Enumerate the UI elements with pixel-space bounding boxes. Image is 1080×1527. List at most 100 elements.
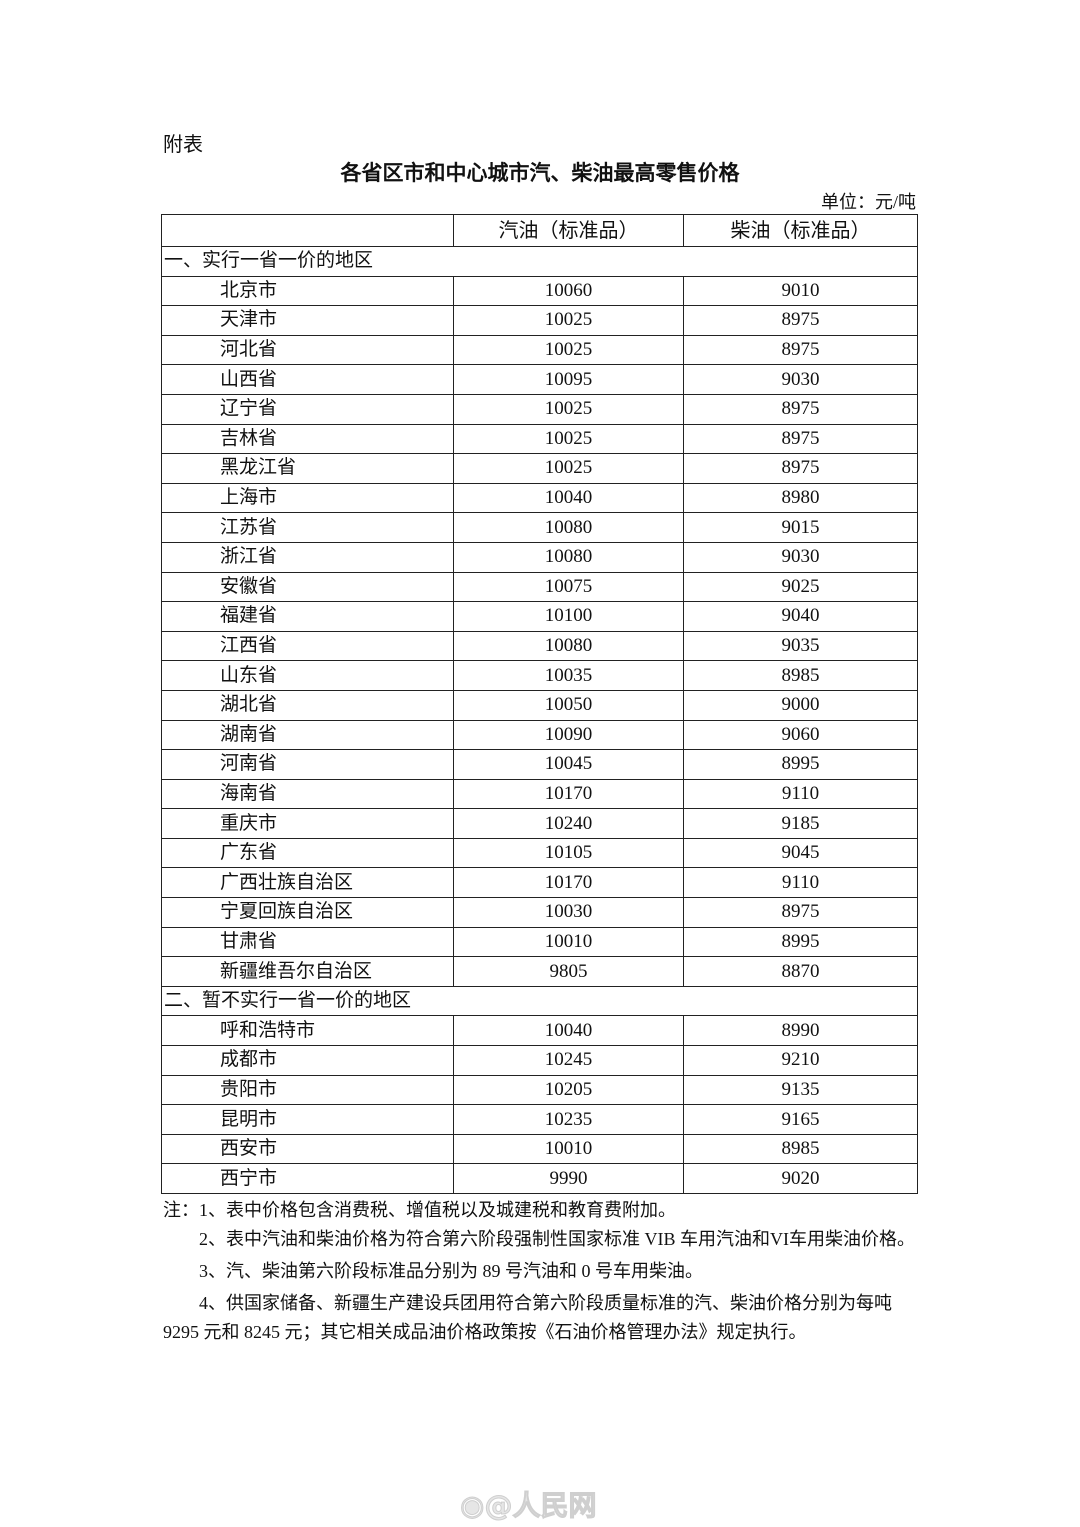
region-cell: 安徽省 bbox=[161, 571, 454, 603]
region-cell: 辽宁省 bbox=[161, 393, 454, 425]
table-row: 安徽省 10075 9025 bbox=[161, 571, 918, 603]
header-diesel: 柴油（标准品） bbox=[683, 214, 918, 247]
gasoline-price-cell: 10240 bbox=[453, 808, 684, 839]
gasoline-price-cell: 10060 bbox=[453, 275, 684, 307]
region-cell: 天津市 bbox=[161, 305, 454, 336]
diesel-price-cell: 9165 bbox=[683, 1104, 918, 1135]
table-row: 贵阳市 10205 9135 bbox=[161, 1074, 918, 1106]
region-cell: 山西省 bbox=[161, 364, 454, 395]
table-row: 河北省 10025 8975 bbox=[161, 334, 918, 366]
diesel-price-cell: 8980 bbox=[683, 482, 918, 514]
region-cell: 成都市 bbox=[161, 1045, 454, 1076]
diesel-price-cell: 8975 bbox=[683, 897, 918, 928]
region-cell: 广西壮族自治区 bbox=[161, 867, 454, 899]
gasoline-price-cell: 10050 bbox=[453, 689, 684, 721]
diesel-price-cell: 8975 bbox=[683, 334, 918, 366]
gasoline-price-cell: 10045 bbox=[453, 749, 684, 780]
region-cell: 宁夏回族自治区 bbox=[161, 897, 454, 928]
diesel-price-cell: 9135 bbox=[683, 1074, 918, 1106]
table-row: 浙江省 10080 9030 bbox=[161, 541, 918, 573]
diesel-price-cell: 9010 bbox=[683, 275, 918, 307]
region-cell: 上海市 bbox=[161, 482, 454, 514]
header-gasoline: 汽油（标准品） bbox=[453, 214, 684, 247]
gasoline-price-cell: 10010 bbox=[453, 926, 684, 958]
diesel-price-cell: 8985 bbox=[683, 660, 918, 691]
diesel-price-cell: 9110 bbox=[683, 778, 918, 810]
note-3: 3、汽、柴油第六阶段标准品分别为 89 号汽油和 0 号车用柴油。 bbox=[199, 1261, 703, 1281]
gasoline-price-cell: 10080 bbox=[453, 630, 684, 662]
table-row: 河南省 10045 8995 bbox=[161, 749, 918, 780]
table-row: 广西壮族自治区 10170 9110 bbox=[161, 867, 918, 899]
table-row: 湖北省 10050 9000 bbox=[161, 689, 918, 721]
gasoline-price-cell: 10030 bbox=[453, 897, 684, 928]
region-cell: 吉林省 bbox=[161, 423, 454, 455]
table-row: 新疆维吾尔自治区 9805 8870 bbox=[161, 956, 918, 987]
table-row: 天津市 10025 8975 bbox=[161, 305, 918, 336]
region-cell: 呼和浩特市 bbox=[161, 1015, 454, 1047]
region-cell: 昆明市 bbox=[161, 1104, 454, 1135]
gasoline-price-cell: 10080 bbox=[453, 541, 684, 573]
diesel-price-cell: 9020 bbox=[683, 1163, 918, 1194]
diesel-price-cell: 9045 bbox=[683, 837, 918, 869]
gasoline-price-cell: 9990 bbox=[453, 1163, 684, 1194]
gasoline-price-cell: 10245 bbox=[453, 1045, 684, 1076]
weibo-icon: ◉ bbox=[459, 1489, 485, 1523]
gasoline-price-cell: 10105 bbox=[453, 837, 684, 869]
table-row: 西安市 10010 8985 bbox=[161, 1133, 918, 1165]
diesel-price-cell: 8990 bbox=[683, 1015, 918, 1047]
diesel-price-cell: 8975 bbox=[683, 453, 918, 484]
gasoline-price-cell: 10100 bbox=[453, 601, 684, 632]
diesel-price-cell: 8995 bbox=[683, 749, 918, 780]
gasoline-price-cell: 10010 bbox=[453, 1133, 684, 1165]
table-header-row: 汽油（标准品） 柴油（标准品） bbox=[161, 214, 918, 247]
table-row: 辽宁省 10025 8975 bbox=[161, 393, 918, 425]
region-cell: 江西省 bbox=[161, 630, 454, 662]
diesel-price-cell: 8975 bbox=[683, 393, 918, 425]
document-title: 各省区市和中心城市汽、柴油最高零售价格 bbox=[340, 161, 740, 185]
table-row: 吉林省 10025 8975 bbox=[161, 423, 918, 455]
price-table: 汽油（标准品） 柴油（标准品） 一、实行一省一价的地区 北京市 10060 9010 天… bbox=[161, 214, 918, 1194]
gasoline-price-cell: 10025 bbox=[453, 453, 684, 484]
section-title: 二、暂不实行一省一价的地区 bbox=[161, 985, 918, 1017]
diesel-price-cell: 8995 bbox=[683, 926, 918, 958]
region-cell: 重庆市 bbox=[161, 808, 454, 839]
table-row: 江苏省 10080 9015 bbox=[161, 512, 918, 543]
table-row: 重庆市 10240 9185 bbox=[161, 808, 918, 839]
diesel-price-cell: 8985 bbox=[683, 1133, 918, 1165]
table-row: 山西省 10095 9030 bbox=[161, 364, 918, 395]
table-row: 宁夏回族自治区 10030 8975 bbox=[161, 897, 918, 928]
gasoline-price-cell: 10205 bbox=[453, 1074, 684, 1106]
region-cell: 黑龙江省 bbox=[161, 453, 454, 484]
diesel-price-cell: 9210 bbox=[683, 1045, 918, 1076]
gasoline-price-cell: 10035 bbox=[453, 660, 684, 691]
watermark-logo: ◉@人民网 bbox=[459, 1489, 597, 1523]
section-title: 一、实行一省一价的地区 bbox=[161, 246, 918, 277]
note-1: 注：1、表中价格包含消费税、增值税以及城建税和教育费附加。 bbox=[163, 1200, 676, 1220]
region-cell: 新疆维吾尔自治区 bbox=[161, 956, 454, 987]
diesel-price-cell: 9025 bbox=[683, 571, 918, 603]
table-row: 呼和浩特市 10040 8990 bbox=[161, 1015, 918, 1047]
diesel-price-cell: 9185 bbox=[683, 808, 918, 839]
table-row: 福建省 10100 9040 bbox=[161, 601, 918, 632]
gasoline-price-cell: 10235 bbox=[453, 1104, 684, 1135]
region-cell: 河南省 bbox=[161, 749, 454, 780]
diesel-price-cell: 9015 bbox=[683, 512, 918, 543]
region-cell: 西安市 bbox=[161, 1133, 454, 1165]
gasoline-price-cell: 9805 bbox=[453, 956, 684, 987]
region-cell: 山东省 bbox=[161, 660, 454, 691]
table-row: 黑龙江省 10025 8975 bbox=[161, 453, 918, 484]
region-cell: 湖北省 bbox=[161, 689, 454, 721]
gasoline-price-cell: 10040 bbox=[453, 1015, 684, 1047]
table-row: 成都市 10245 9210 bbox=[161, 1045, 918, 1076]
region-cell: 浙江省 bbox=[161, 541, 454, 573]
gasoline-price-cell: 10040 bbox=[453, 482, 684, 514]
diesel-price-cell: 8975 bbox=[683, 305, 918, 336]
section-row: 一、实行一省一价的地区 bbox=[161, 246, 918, 277]
table-row: 甘肃省 10010 8995 bbox=[161, 926, 918, 958]
table-row: 江西省 10080 9035 bbox=[161, 630, 918, 662]
note-4: 4、供国家储备、新疆生产建设兵团用符合第六阶段质量标准的汽、柴油价格分别为每吨 … bbox=[163, 1293, 892, 1342]
gasoline-price-cell: 10025 bbox=[453, 393, 684, 425]
table-row: 昆明市 10235 9165 bbox=[161, 1104, 918, 1135]
diesel-price-cell: 9040 bbox=[683, 601, 918, 632]
gasoline-price-cell: 10025 bbox=[453, 423, 684, 455]
